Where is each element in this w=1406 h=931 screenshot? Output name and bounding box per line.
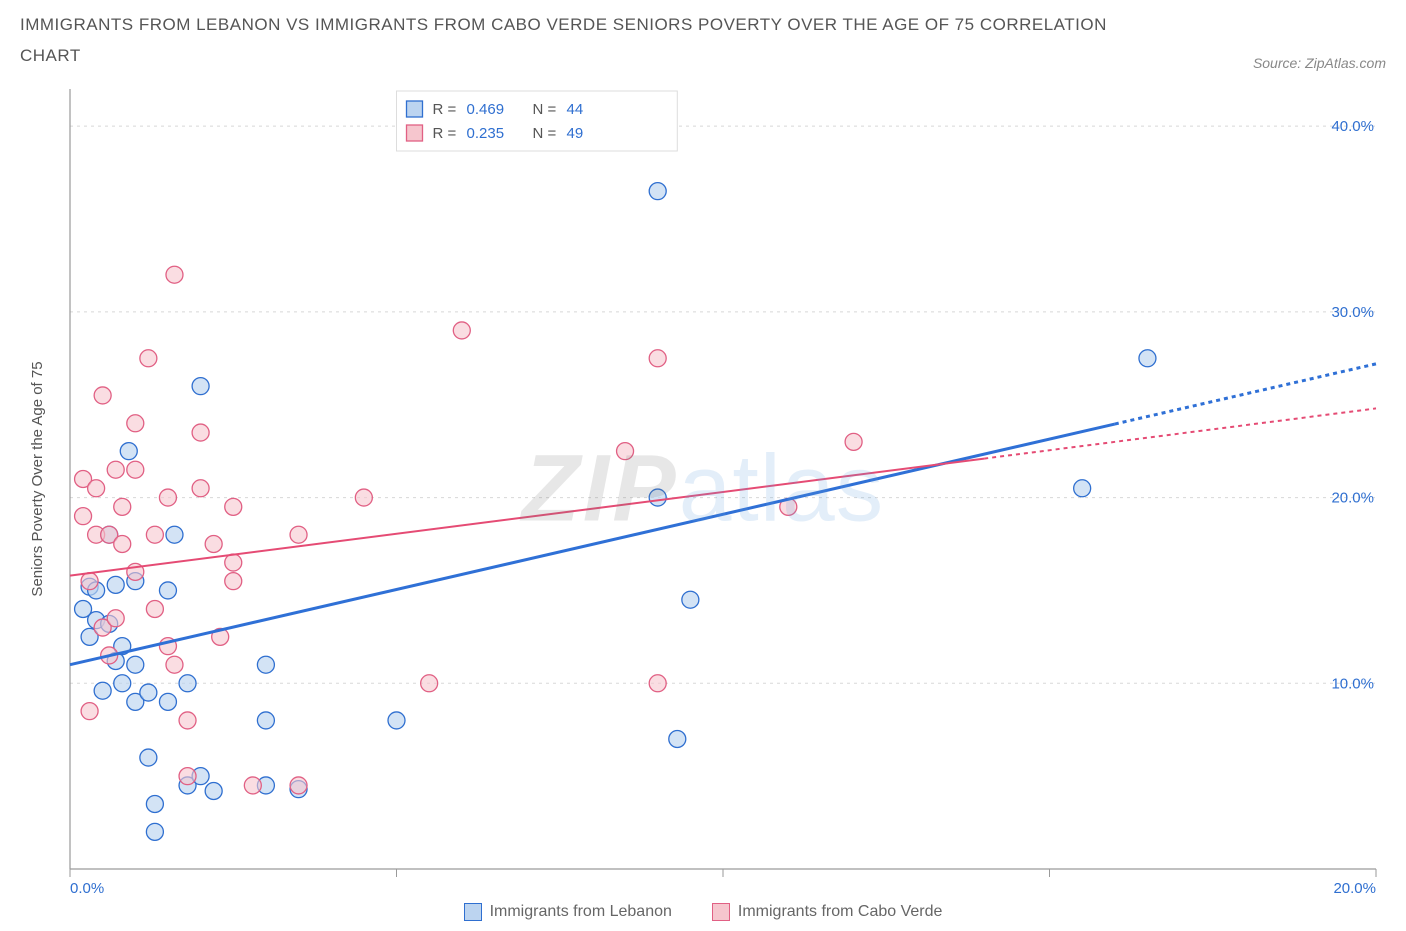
svg-text:R =: R = <box>433 101 457 118</box>
legend-item-lebanon: Immigrants from Lebanon <box>464 903 672 921</box>
chart-title: IMMIGRANTS FROM LEBANON VS IMMIGRANTS FR… <box>20 10 1120 71</box>
svg-text:20.0%: 20.0% <box>1331 490 1374 507</box>
svg-text:R =: R = <box>433 125 457 142</box>
legend-swatch-caboverde <box>712 903 730 921</box>
legend-swatch-lebanon <box>464 903 482 921</box>
scatter-chart: Seniors Poverty Over the Age of 75 0.0% 20… <box>20 79 1386 899</box>
svg-text:10.0%: 10.0% <box>1331 675 1374 692</box>
svg-text:0.469: 0.469 <box>467 101 505 118</box>
header-row: IMMIGRANTS FROM LEBANON VS IMMIGRANTS FR… <box>20 10 1386 71</box>
svg-text:Seniors Poverty Over the Age o: Seniors Poverty Over the Age of 75 <box>29 362 46 597</box>
svg-text:N =: N = <box>533 101 557 118</box>
legend-item-caboverde: Immigrants from Cabo Verde <box>712 903 943 921</box>
svg-text:49: 49 <box>567 125 584 142</box>
svg-text:N =: N = <box>533 125 557 142</box>
bottom-legend: Immigrants from Lebanon Immigrants from … <box>20 903 1386 921</box>
svg-text:0.0%: 0.0% <box>70 880 104 897</box>
svg-text:0.235: 0.235 <box>467 125 505 142</box>
legend-label-caboverde: Immigrants from Cabo Verde <box>738 903 943 921</box>
chart-container: Seniors Poverty Over the Age of 75 0.0% 20… <box>20 79 1386 899</box>
svg-text:40.0%: 40.0% <box>1331 118 1374 135</box>
svg-text:20.0%: 20.0% <box>1333 880 1376 897</box>
svg-text:30.0%: 30.0% <box>1331 304 1374 321</box>
svg-text:44: 44 <box>567 101 584 118</box>
source-attribution: Source: ZipAtlas.com <box>1253 55 1386 71</box>
legend-label-lebanon: Immigrants from Lebanon <box>490 903 672 921</box>
